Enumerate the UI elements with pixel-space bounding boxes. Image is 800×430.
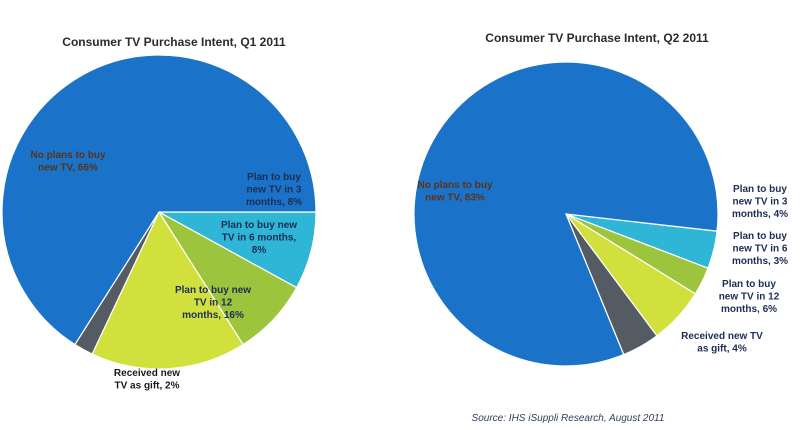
chart-title-q2: Consumer TV Purchase Intent, Q2 2011 <box>485 31 709 45</box>
slice-label-no-plans-to-buy-new-tv: No plans to buy new TV, 83% <box>418 180 493 204</box>
slice-label-plan-to-buy-new-tv-in-3-months: Plan to buy new TV in 3 months, 8% <box>246 172 302 208</box>
slice-label-plan-to-buy-new-tv-in-12-months: Plan to buy new TV in 12 months, 6% <box>719 279 780 315</box>
slice-label-received-new-tv-as-gift: Received new TV as gift, 2% <box>114 368 180 392</box>
source-note: Source: IHS iSuppli Research, August 201… <box>472 413 665 424</box>
slice-label-plan-to-buy-new-tv-in-3-months: Plan to buy new TV in 3 months, 4% <box>732 184 788 220</box>
slice-label-no-plans-to-buy-new-tv: No plans to buy new TV, 66% <box>31 150 106 174</box>
slice-label-plan-to-buy-new-tv-in-6-months: Plan to buy new TV in 6 months, 8% <box>221 220 297 256</box>
chart-title-q1: Consumer TV Purchase Intent, Q1 2011 <box>62 35 286 49</box>
pie-slice-plan-to-buy-new-tv-in-12-months <box>91 210 244 370</box>
labels-q2: No plans to buy new TV, 83% Plan to buy new… <box>418 180 789 355</box>
pie-q1 <box>1 54 317 370</box>
slice-label-plan-to-buy-new-tv-in-6-months: Plan to buy new TV in 6 months, 3% <box>732 231 788 267</box>
slice-label-received-new-tv-as-gift: Received new TV as gift, 4% <box>681 331 763 355</box>
pie-slice-no-plans-to-buy-new-tv <box>413 61 719 367</box>
pie-slice-no-plans-to-buy-new-tv <box>1 54 317 346</box>
pie-q2 <box>413 61 719 367</box>
labels-q1: No plans to buy new TV, 66% Plan to buy new… <box>31 150 303 392</box>
slice-label-plan-to-buy-new-tv-in-12-months: Plan to buy new TV in 12 months, 16% <box>175 285 251 321</box>
